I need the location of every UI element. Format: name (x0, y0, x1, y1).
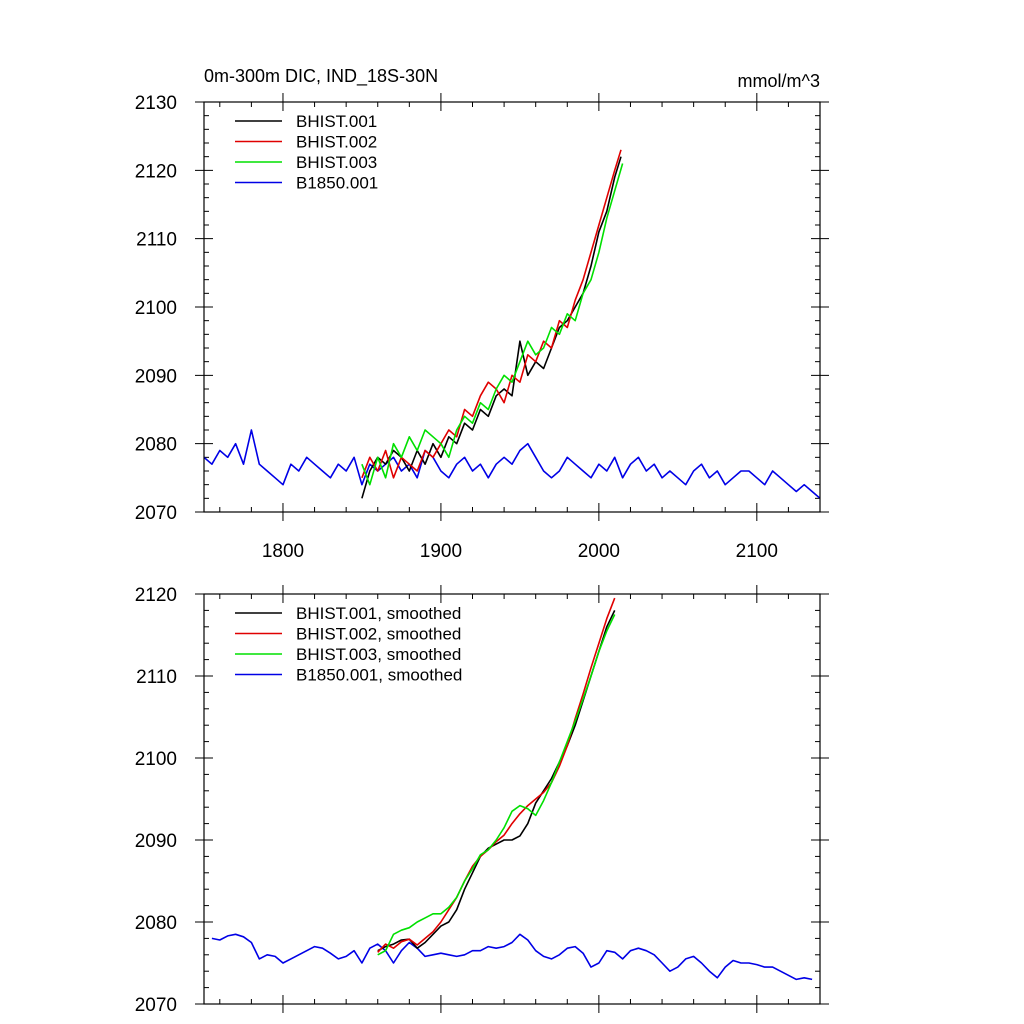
y-tick-label: 2120 (135, 585, 177, 606)
plot-frame (203, 593, 821, 1005)
y-tick-label: 2070 (135, 995, 177, 1016)
y-tick-label: 2100 (135, 298, 177, 319)
y-tick-label: 2110 (136, 230, 177, 251)
series-group (211, 597, 813, 981)
x-tick-label: 2000 (578, 541, 620, 562)
chart-title: 0m-300m DIC, IND_18S-30N (204, 66, 438, 87)
legend-label: BHIST.002 (296, 133, 377, 152)
legend-label: BHIST.001 (296, 112, 377, 131)
plot-frame (203, 101, 821, 513)
y-tick-label: 2090 (135, 366, 177, 387)
units-label: mmol/m^3 (738, 71, 820, 91)
series-line-bhist-002-smoothed (377, 597, 616, 953)
x-tick-label: 2100 (736, 541, 778, 562)
legend-label: B1850.001 (296, 174, 378, 193)
y-tick-label: 2120 (135, 161, 177, 182)
y-tick-label: 2110 (136, 667, 177, 688)
legend-label: B1850.001, smoothed (296, 666, 462, 685)
legend-label: BHIST.003 (296, 153, 377, 172)
series-line-bhist-001 (361, 156, 622, 499)
y-tick-label: 2080 (135, 913, 177, 934)
bottom-panel: 2070 2080 2090 2100 2110 2120 BHIST.001, smoot… (135, 585, 829, 1016)
series-line-b1850-001-smoothed (211, 933, 813, 981)
y-tick-label: 2080 (135, 435, 177, 456)
legend-label: BHIST.003, smoothed (296, 645, 461, 664)
legend-label: BHIST.001, smoothed (296, 604, 461, 623)
legend-label: BHIST.002, smoothed (296, 625, 461, 644)
y-tick-label: 2090 (135, 831, 177, 852)
series-line-bhist-003 (361, 163, 624, 486)
series-line-bhist-003-smoothed (377, 614, 616, 956)
series-line-bhist-001-smoothed (377, 610, 616, 952)
y-tick-label: 2130 (135, 93, 177, 114)
x-tick-label: 1800 (262, 541, 304, 562)
series-line-bhist-002 (361, 149, 622, 479)
y-tick-label: 2100 (135, 749, 177, 770)
y-tick-label: 2070 (135, 503, 177, 524)
series-line-b1850-001 (204, 429, 820, 499)
top-panel: 1800 1900 2000 2100 2070 2080 2090 2100 2110 2120… (135, 93, 829, 562)
x-tick-label: 1900 (420, 541, 462, 562)
series-group (204, 149, 820, 499)
